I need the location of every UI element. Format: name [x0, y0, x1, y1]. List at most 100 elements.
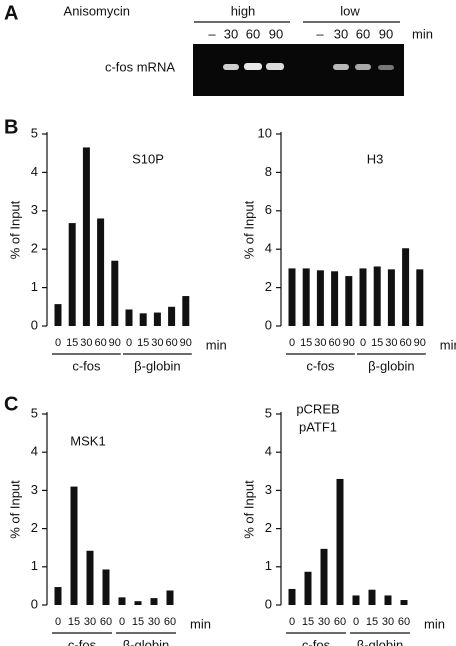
bar	[68, 223, 76, 326]
y-tick-label: 2	[265, 279, 272, 294]
y-tick-label: 6	[265, 202, 272, 217]
y-tick-label: 1	[265, 558, 272, 573]
x-tick-label: 15	[371, 337, 383, 349]
y-tick-label: 0	[265, 317, 272, 332]
bar	[150, 598, 158, 605]
x-tick-label: 90	[109, 337, 121, 349]
bar	[320, 548, 328, 605]
x-tick-label: 0	[55, 337, 61, 349]
bar	[373, 266, 381, 326]
lane-label: 30	[224, 26, 238, 41]
y-tick-label: 0	[265, 596, 272, 611]
gel-band	[266, 63, 284, 70]
x-tick-label: 60	[328, 337, 340, 349]
gel-band	[333, 64, 349, 70]
bar	[182, 296, 190, 326]
x-unit: min	[424, 616, 445, 631]
chart-title: S10P	[132, 151, 164, 166]
y-tick-label: 3	[31, 482, 38, 497]
x-tick-label: 90	[414, 337, 426, 349]
bar	[316, 270, 324, 326]
y-tick-label: 5	[31, 125, 38, 140]
bar	[400, 600, 408, 605]
group-label: c-fos	[68, 637, 97, 646]
bar	[166, 590, 174, 605]
y-tick-label: 4	[265, 444, 272, 459]
bar	[368, 589, 376, 605]
y-tick-label: 8	[265, 164, 272, 179]
x-tick-label: 30	[80, 337, 92, 349]
x-tick-label: 60	[100, 616, 112, 628]
lane-label: 90	[379, 26, 393, 41]
x-tick-label: 30	[382, 616, 394, 628]
bar	[402, 248, 410, 326]
gel-condition: high	[231, 3, 256, 18]
x-tick-label: 60	[165, 337, 177, 349]
y-tick-label: 0	[31, 317, 38, 332]
x-tick-label: 60	[164, 616, 176, 628]
x-tick-label: 15	[302, 616, 314, 628]
x-tick-label: 15	[300, 337, 312, 349]
x-tick-label: 0	[119, 616, 125, 628]
gel-treatment: Anisomycin	[64, 3, 130, 18]
bar	[288, 268, 296, 326]
gel-condition: low	[340, 3, 360, 18]
chart-title: pCREB	[296, 401, 339, 416]
x-tick-label: 60	[334, 616, 346, 628]
group-label: c-fos	[72, 358, 101, 373]
group-label: c-fos	[302, 637, 331, 646]
group-label: β-globin	[123, 637, 170, 646]
x-tick-label: 0	[289, 337, 295, 349]
lane-label: 90	[269, 26, 283, 41]
x-tick-label: 30	[318, 616, 330, 628]
bar	[125, 309, 133, 326]
x-tick-label: 90	[180, 337, 192, 349]
y-tick-label: 4	[31, 444, 38, 459]
y-tick-label: 2	[265, 520, 272, 535]
group-label: β-globin	[368, 358, 415, 373]
y-tick-label: 1	[31, 558, 38, 573]
y-axis-label: % of Input	[241, 480, 256, 539]
y-tick-label: 4	[265, 241, 272, 256]
chart-title: MSK1	[70, 433, 105, 448]
y-tick-label: 4	[31, 164, 38, 179]
bar	[139, 313, 147, 326]
x-tick-label: 30	[385, 337, 397, 349]
bar	[352, 595, 360, 605]
bar	[359, 268, 367, 326]
y-tick-label: 5	[265, 405, 272, 420]
y-tick-label: 10	[258, 125, 272, 140]
bar	[54, 304, 62, 326]
bar	[304, 571, 312, 605]
bar	[153, 312, 161, 326]
x-tick-label: 30	[84, 616, 96, 628]
bar	[54, 587, 62, 605]
gel-row-label: c-fos mRNA	[105, 59, 175, 74]
gel-unit: min	[412, 26, 433, 41]
x-tick-label: 15	[68, 616, 80, 628]
bar	[416, 269, 424, 326]
lane-label: –	[316, 26, 324, 41]
x-tick-label: 90	[343, 337, 355, 349]
lane-label: –	[208, 26, 216, 41]
bar	[82, 147, 90, 326]
bar	[86, 550, 94, 605]
x-tick-label: 30	[151, 337, 163, 349]
bar	[288, 588, 296, 605]
x-tick-label: 15	[137, 337, 149, 349]
y-tick-label: 3	[31, 202, 38, 217]
x-tick-label: 30	[314, 337, 326, 349]
y-tick-label: 2	[31, 520, 38, 535]
y-tick-label: 1	[31, 279, 38, 294]
x-unit: min	[206, 337, 227, 352]
chart-title: H3	[367, 151, 384, 166]
y-tick-label: 5	[31, 405, 38, 420]
bar	[384, 595, 392, 605]
lane-label: 60	[246, 26, 260, 41]
y-tick-label: 0	[31, 596, 38, 611]
group-label: β-globin	[134, 358, 181, 373]
gel-band	[223, 64, 239, 70]
bar	[168, 306, 176, 326]
y-axis-label: % of Input	[241, 200, 256, 259]
y-tick-label: 3	[265, 482, 272, 497]
